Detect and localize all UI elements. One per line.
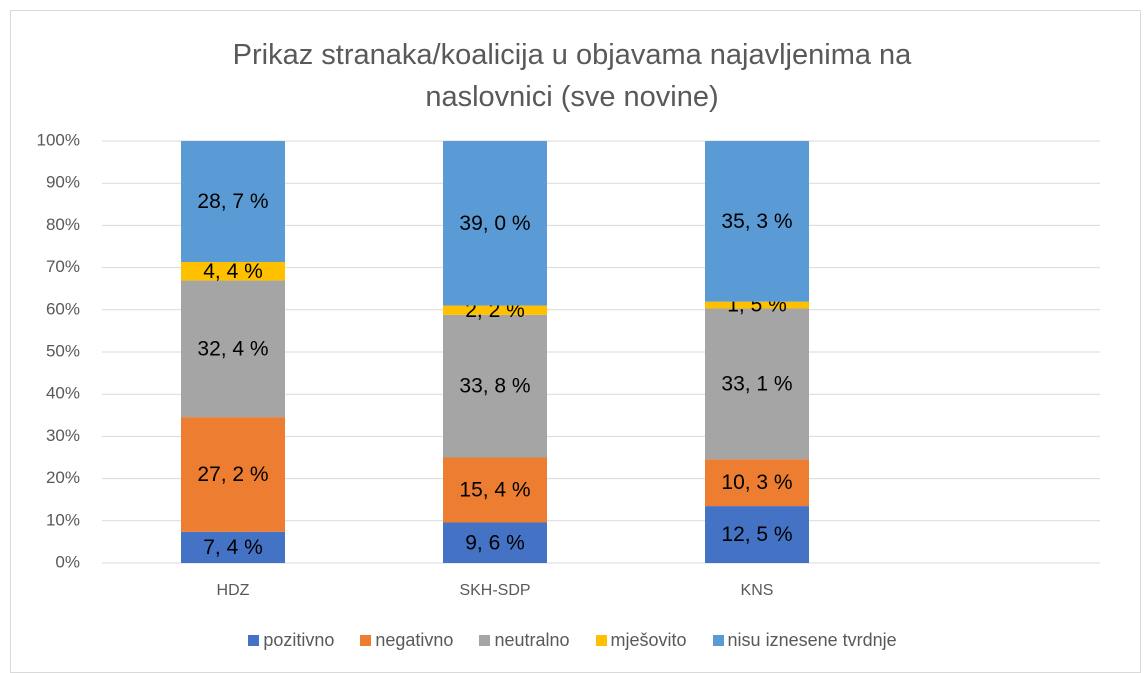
y-tick-label: 20%	[46, 468, 80, 487]
y-tick-label: 40%	[46, 384, 80, 403]
data-label: 39, 0 %	[459, 212, 530, 235]
y-tick-label: 30%	[46, 426, 80, 445]
data-label: 9, 6 %	[465, 531, 525, 554]
legend-item: nisu iznesene tvrdnje	[712, 630, 897, 651]
bar-segment	[181, 417, 285, 532]
data-label: 33, 8 %	[459, 375, 530, 398]
data-label: 12, 5 %	[721, 523, 792, 546]
y-tick-label: 10%	[46, 510, 80, 529]
y-tick-label: 0%	[55, 552, 80, 571]
chart-title: Prikaz stranaka/koalicija u objavama naj…	[232, 39, 912, 113]
bar-segment	[443, 141, 547, 306]
bar-segment	[181, 141, 285, 262]
legend-swatch	[248, 635, 260, 646]
data-label: 7, 4 %	[203, 536, 263, 559]
legend-label: neutralno	[494, 630, 570, 650]
legend-swatch	[595, 635, 607, 646]
bar-segment	[705, 301, 809, 309]
data-label: 28, 7 %	[197, 190, 268, 213]
data-label: 15, 4 %	[459, 479, 530, 502]
bar-segment	[443, 314, 547, 458]
bar-segment	[443, 305, 547, 315]
y-tick-label: 60%	[46, 299, 80, 318]
bar-segment	[705, 506, 809, 563]
data-label: 32, 4 %	[197, 337, 268, 360]
y-tick-label: 70%	[46, 257, 80, 276]
legend: pozitivno negativno neutralno mješovito nisu…	[0, 630, 1145, 651]
x-tick-label: SKH-SDP	[459, 582, 530, 599]
legend-swatch	[360, 635, 372, 646]
bar-segment	[181, 280, 285, 418]
legend-label: pozitivno	[263, 630, 335, 650]
legend-label: mješovito	[610, 630, 687, 650]
bar-segment	[705, 141, 809, 302]
bar-segment	[181, 261, 285, 281]
bar-segment	[181, 531, 285, 563]
data-label: 4, 4 %	[203, 260, 263, 283]
legend-swatch	[479, 635, 491, 646]
bar-segment	[705, 308, 809, 460]
data-label: 33, 1 %	[721, 372, 792, 395]
x-tick-label: HDZ	[217, 582, 250, 599]
bar-segment	[443, 457, 547, 523]
bar-segment	[705, 459, 809, 507]
data-label: 10, 3 %	[721, 471, 792, 494]
y-tick-label: 100%	[37, 130, 80, 149]
legend-item: pozitivno	[248, 630, 334, 651]
legend-label: nisu iznesene tvrdnje	[727, 630, 897, 650]
legend-item: neutralno	[479, 630, 570, 651]
y-tick-label: 90%	[46, 173, 80, 192]
legend-swatch	[712, 635, 724, 646]
legend-label: negativno	[375, 630, 454, 650]
y-tick-label: 80%	[46, 215, 80, 234]
legend-item: negativno	[360, 630, 453, 651]
legend-item: mješovito	[595, 630, 687, 651]
x-tick-label: KNS	[741, 582, 774, 599]
data-label: 35, 3 %	[721, 210, 792, 233]
bar-segment	[443, 522, 547, 563]
y-tick-label: 50%	[46, 341, 80, 360]
data-label: 27, 2 %	[197, 463, 268, 486]
